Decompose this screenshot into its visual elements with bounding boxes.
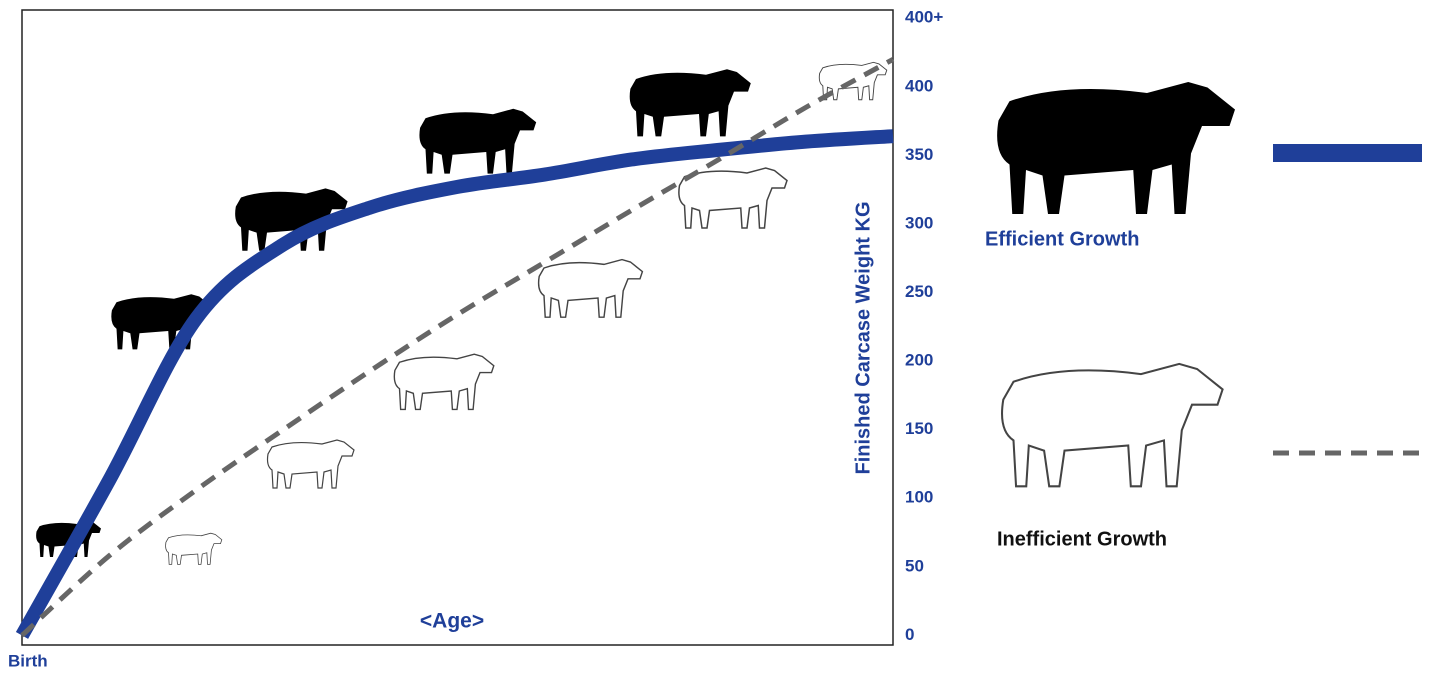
y-tick-label: 200 bbox=[905, 351, 933, 370]
y-tick-label: 250 bbox=[905, 282, 933, 301]
y-tick-label: 150 bbox=[905, 419, 933, 438]
y-axis-label: Finished Carcase Weight KG bbox=[852, 201, 874, 474]
x-axis-label: <Age> bbox=[420, 610, 484, 633]
y-tick-label: 400 bbox=[905, 76, 933, 95]
x-start-label: Birth bbox=[8, 651, 48, 670]
y-tick-label: 100 bbox=[905, 488, 933, 507]
y-tick-label: 400+ bbox=[905, 8, 943, 27]
series-line bbox=[20, 57, 895, 638]
y-tick-label: 0 bbox=[905, 625, 914, 644]
plot-frame bbox=[21, 9, 894, 646]
y-tick-label: 50 bbox=[905, 556, 924, 575]
legend-label: Efficient Growth bbox=[985, 228, 1139, 250]
y-tick-label: 350 bbox=[905, 145, 933, 164]
series-line bbox=[15, 129, 894, 639]
y-tick-label: 300 bbox=[905, 213, 933, 232]
legend-label: Inefficient Growth bbox=[997, 528, 1167, 550]
